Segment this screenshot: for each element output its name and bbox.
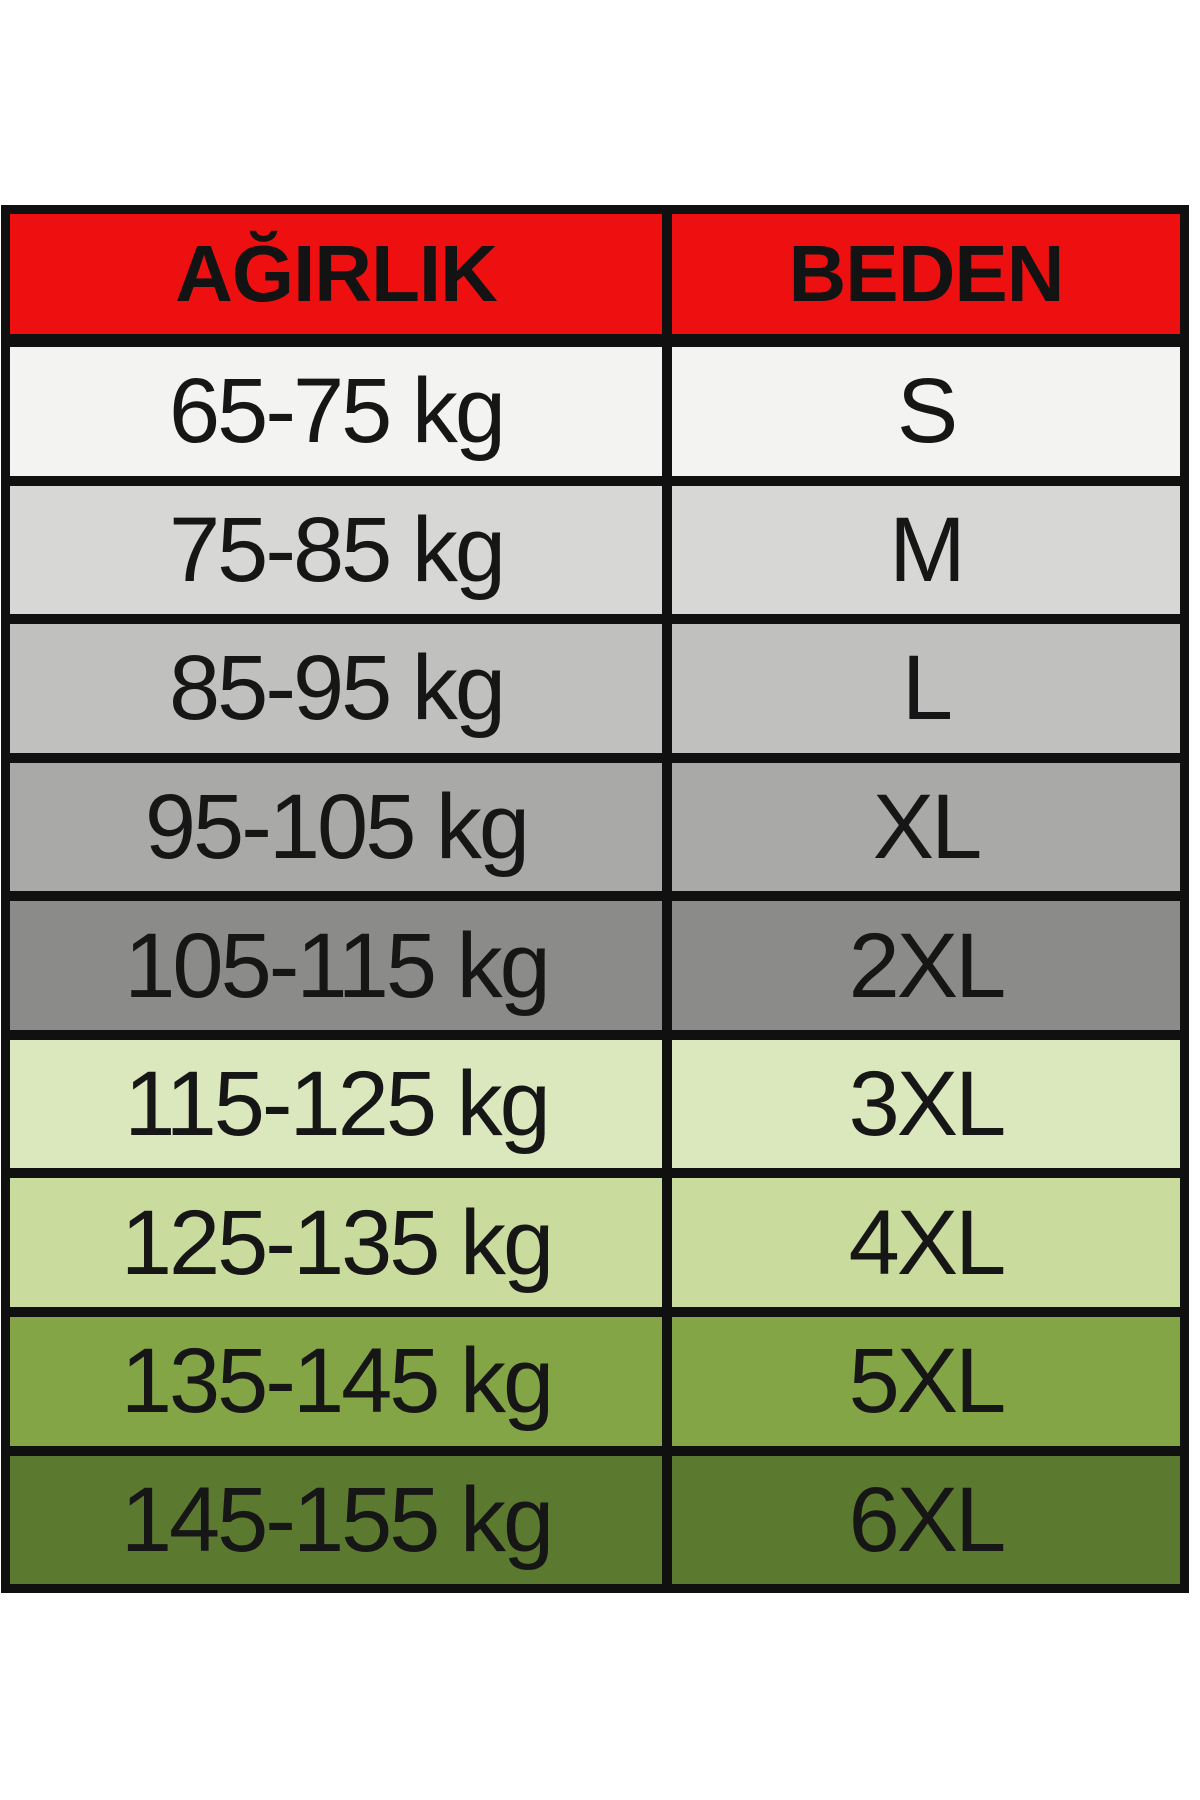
table-row: 95-105 kg XL (10, 762, 1180, 892)
table-row: 105-115 kg 2XL (10, 901, 1180, 1030)
size-cell: XL (672, 762, 1180, 892)
weight-cell: 85-95 kg (10, 624, 662, 753)
table-row: 115-125 kg 3XL (10, 1039, 1180, 1169)
table-row: 65-75 kg S (10, 347, 1180, 476)
table-row: 125-135 kg 4XL (10, 1178, 1180, 1307)
size-cell: 2XL (672, 901, 1180, 1030)
size-cell: 6XL (672, 1455, 1180, 1585)
weight-cell: 115-125 kg (10, 1039, 662, 1169)
weight-cell: 95-105 kg (10, 762, 662, 892)
size-cell: S (672, 347, 1180, 476)
size-cell: L (672, 624, 1180, 753)
table-row: 135-145 kg 5XL (10, 1316, 1180, 1446)
weight-cell: 145-155 kg (10, 1455, 662, 1585)
weight-cell: 105-115 kg (10, 901, 662, 1030)
size-column-header: BEDEN (672, 214, 1180, 334)
weight-column-header: AĞIRLIK (10, 214, 662, 334)
table-row: 75-85 kg M (10, 485, 1180, 615)
size-cell: 3XL (672, 1039, 1180, 1169)
weight-cell: 135-145 kg (10, 1316, 662, 1446)
table-row: 145-155 kg 6XL (10, 1455, 1180, 1585)
size-cell: 4XL (672, 1178, 1180, 1307)
table-header-row: AĞIRLIK BEDEN (10, 214, 1180, 334)
weight-cell: 75-85 kg (10, 485, 662, 615)
size-cell: 5XL (672, 1316, 1180, 1446)
size-chart-table: AĞIRLIK BEDEN 65-75 kg S 75-85 kg M 85-9… (1, 205, 1189, 1593)
weight-cell: 125-135 kg (10, 1178, 662, 1307)
size-cell: M (672, 485, 1180, 615)
table-row: 85-95 kg L (10, 624, 1180, 753)
weight-cell: 65-75 kg (10, 347, 662, 476)
